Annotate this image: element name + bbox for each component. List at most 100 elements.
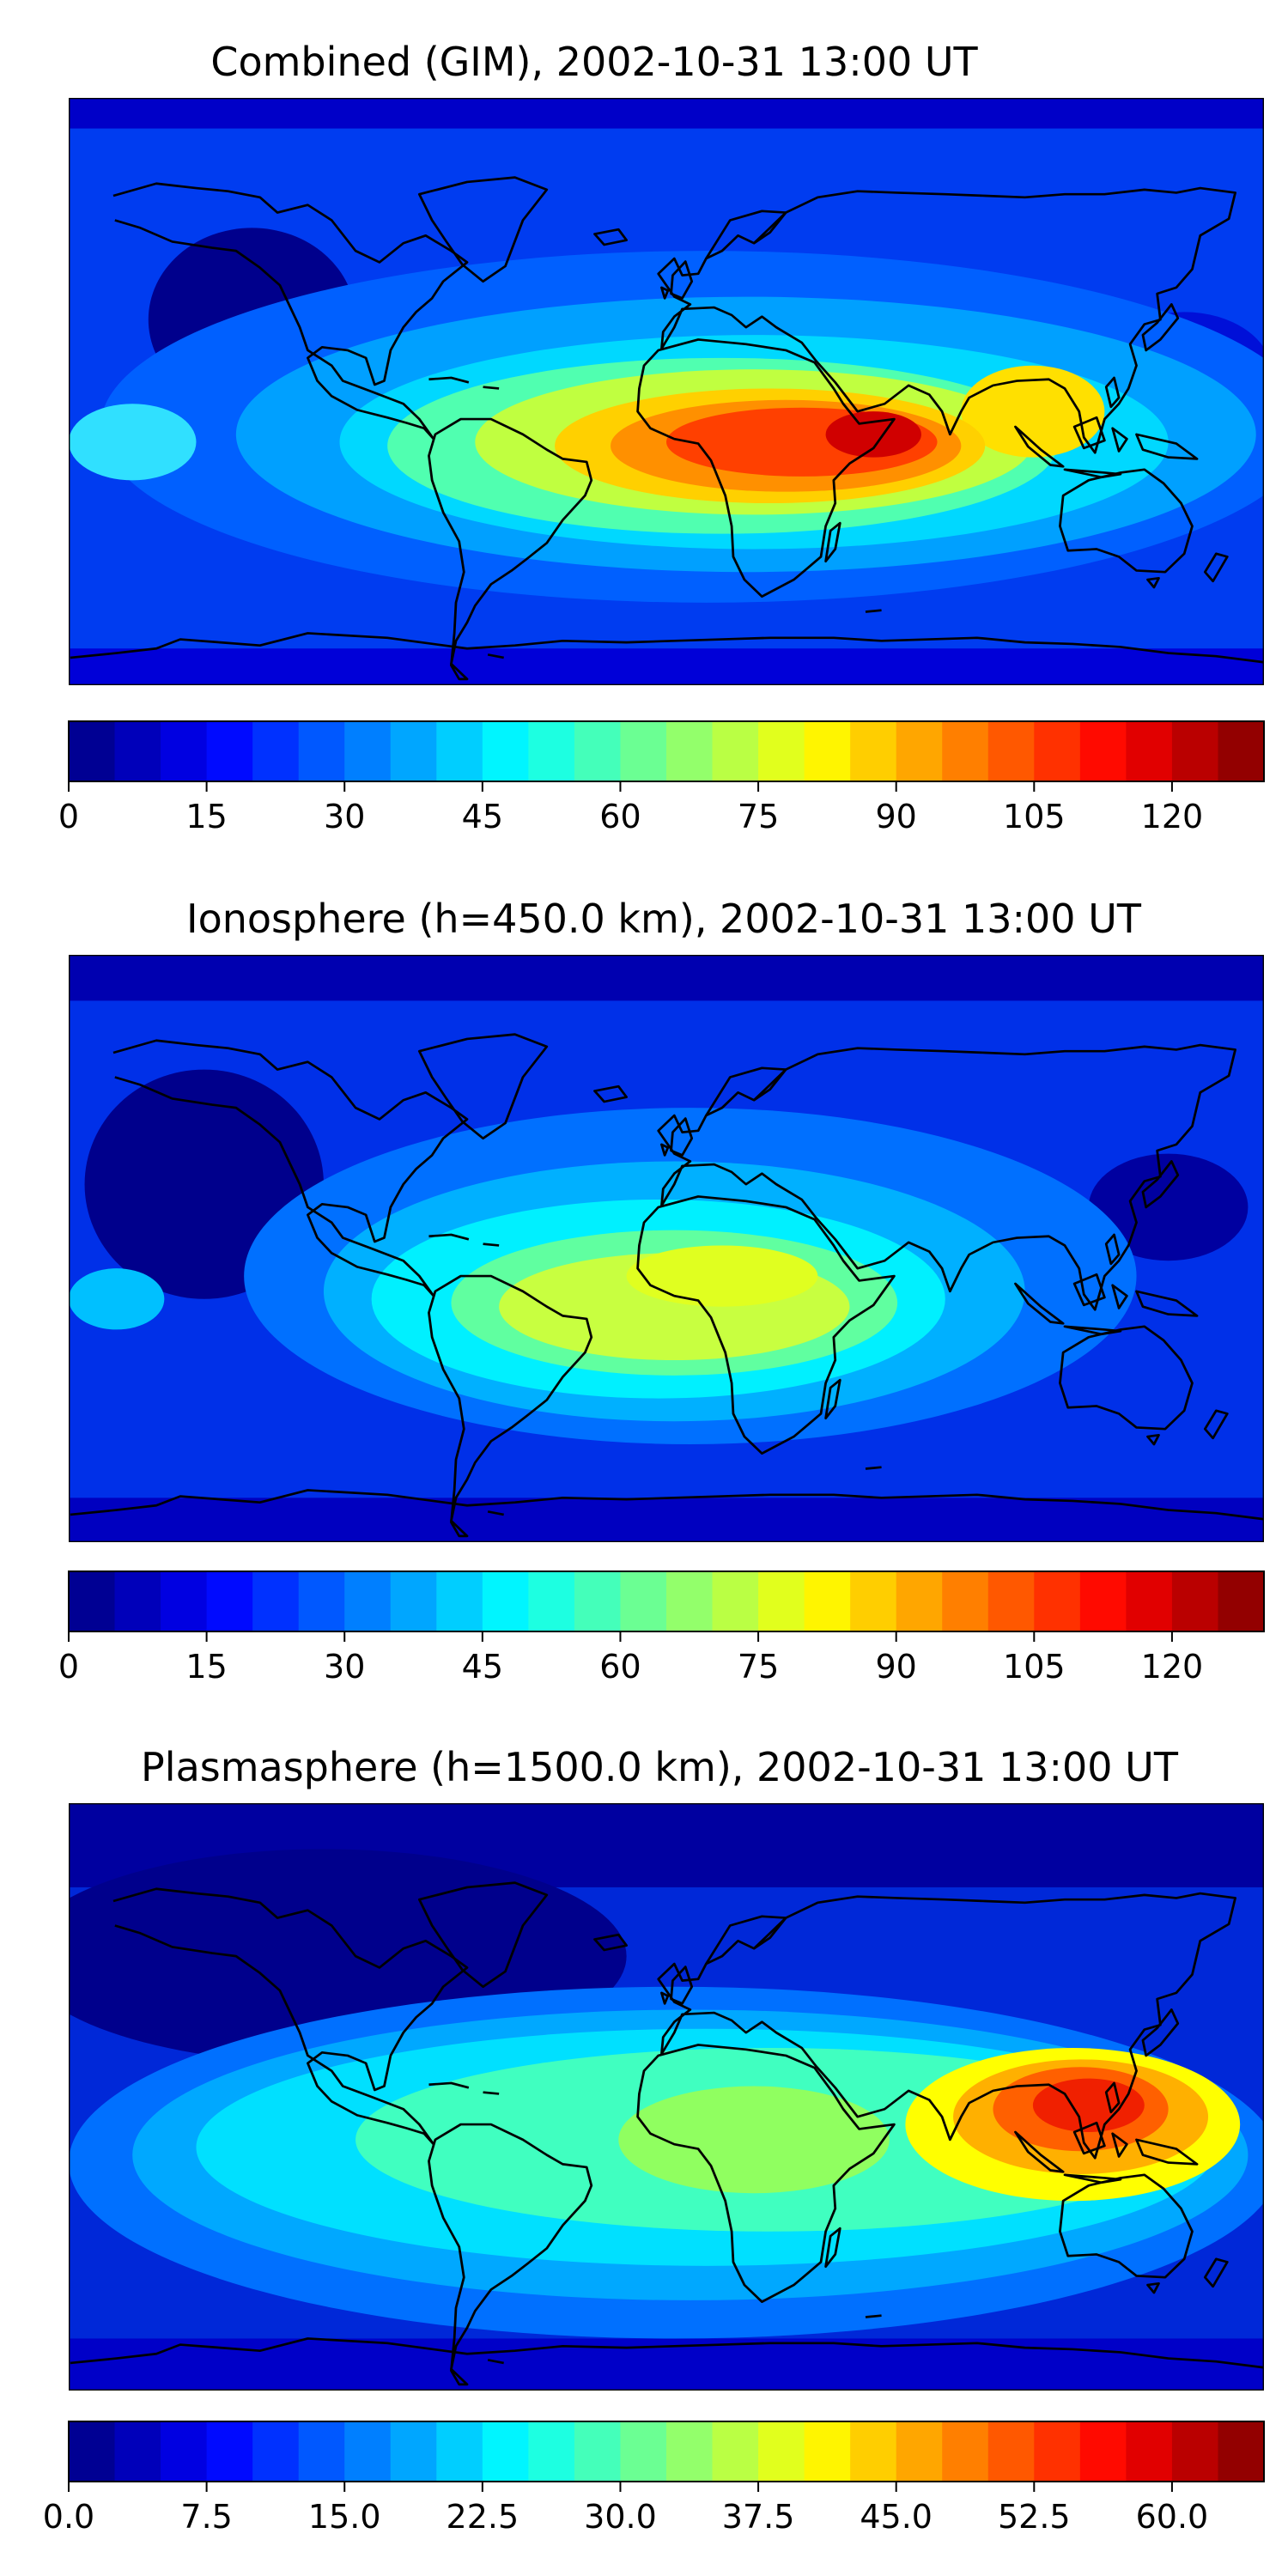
colorbar-cell xyxy=(896,2421,943,2482)
colorbar-cell xyxy=(666,1571,714,1631)
colorbar-cell xyxy=(804,721,851,781)
colorbar-cell xyxy=(436,2421,483,2482)
colorbar-tick-label: 90 xyxy=(876,1648,917,1686)
colorbar-cell xyxy=(574,721,622,781)
colorbar-cell xyxy=(758,721,805,781)
panel-title: Plasmasphere (h=1500.0 km), 2002-10-31 1… xyxy=(141,1744,1179,1790)
colorbar-cell xyxy=(528,1571,575,1631)
colorbar-cell xyxy=(1218,2421,1265,2482)
colorbar-cell xyxy=(161,721,208,781)
colorbar-cell xyxy=(69,1571,116,1631)
colorbar-tick-label: 90 xyxy=(876,798,917,835)
colorbar-cell xyxy=(620,2421,667,2482)
colorbar-cell xyxy=(804,2421,851,2482)
colorbar-cell xyxy=(206,2421,253,2482)
colorbar-cell xyxy=(1079,2421,1127,2482)
panel-title: Ionosphere (h=450.0 km), 2002-10-31 13:0… xyxy=(186,896,1142,942)
colorbar: 0 15 30 45 60 75 90 105 120 xyxy=(58,1571,1265,1686)
colorbar-tick-label: 105 xyxy=(1003,1648,1066,1686)
colorbar-cell xyxy=(987,1571,1035,1631)
colorbar-cell xyxy=(390,721,437,781)
colorbar-cell xyxy=(850,721,897,781)
colorbar-tick-label: 105 xyxy=(1003,798,1066,835)
panel-title: Combined (GIM), 2002-10-31 13:00 UT xyxy=(210,39,978,85)
colorbar-tick-label: 30.0 xyxy=(584,2498,657,2536)
colorbar-tick-label: 15.0 xyxy=(308,2498,381,2536)
colorbar-tick-label: 7.5 xyxy=(180,2498,232,2536)
colorbar-cell xyxy=(942,2421,989,2482)
colorbar-cell xyxy=(1171,2421,1219,2482)
colorbar-cell xyxy=(574,2421,622,2482)
colorbar-cell xyxy=(252,2421,300,2482)
colorbar: 0 15 30 45 60 75 90 105 120 xyxy=(58,720,1265,835)
colorbar-cell xyxy=(1126,2421,1173,2482)
colorbar-cell xyxy=(252,1571,300,1631)
colorbar-cell xyxy=(987,721,1035,781)
colorbar-tick-label: 75 xyxy=(738,1648,779,1686)
colorbar-cell xyxy=(344,721,392,781)
colorbar-cell xyxy=(298,2421,345,2482)
colorbar-cell xyxy=(390,2421,437,2482)
colorbar-cell xyxy=(1034,721,1081,781)
colorbar-tick-label: 60.0 xyxy=(1136,2498,1209,2536)
colorbar-cell xyxy=(252,721,300,781)
colorbar-tick-label: 37.5 xyxy=(722,2498,795,2536)
colorbar-cell xyxy=(114,2421,161,2482)
colorbar-cell xyxy=(758,2421,805,2482)
colorbar-cell xyxy=(298,1571,345,1631)
colorbar-tick-label: 22.5 xyxy=(447,2498,519,2536)
colorbar-cell xyxy=(206,1571,253,1631)
colorbar-cell xyxy=(1034,2421,1081,2482)
panel-combined: Combined (GIM), 2002-10-31 13:00 UT xyxy=(58,39,1265,835)
colorbar-tick-label: 0.0 xyxy=(43,2498,94,2536)
colorbar-cell xyxy=(298,721,345,781)
colorbar-tick-label: 15 xyxy=(185,798,227,835)
colorbar-tick-label: 45.0 xyxy=(860,2498,933,2536)
colorbar-cell xyxy=(482,721,529,781)
colorbar-cell xyxy=(390,1571,437,1631)
colorbar-cell xyxy=(344,1571,392,1631)
colorbar-cell xyxy=(1034,1571,1081,1631)
colorbar-tick-label: 120 xyxy=(1141,798,1204,835)
colorbar-cell xyxy=(712,1571,759,1631)
colorbar-cell xyxy=(206,721,253,781)
plasmasphere-field xyxy=(69,1803,1264,2391)
colorbar-cell xyxy=(942,1571,989,1631)
colorbar-cell xyxy=(712,721,759,781)
colorbar-tick-label: 30 xyxy=(324,1648,365,1686)
combined-field xyxy=(69,98,1264,685)
colorbar-cell xyxy=(804,1571,851,1631)
ionosphere-field xyxy=(69,955,1264,1542)
colorbar-cell xyxy=(942,721,989,781)
colorbar-cell xyxy=(1218,721,1265,781)
colorbar-cell xyxy=(1218,1571,1265,1631)
map-frame xyxy=(69,955,1264,1542)
colorbar-cell xyxy=(620,721,667,781)
colorbar-cell xyxy=(161,1571,208,1631)
colorbar-cell xyxy=(666,2421,714,2482)
colorbar-tick-label: 52.5 xyxy=(998,2498,1071,2536)
colorbar-tick-label: 60 xyxy=(599,1648,641,1686)
colorbar-cell xyxy=(574,1571,622,1631)
colorbar-cell xyxy=(482,1571,529,1631)
colorbar-cell xyxy=(896,721,943,781)
colorbar-cell xyxy=(482,2421,529,2482)
colorbar-cell xyxy=(1079,721,1127,781)
colorbar-tick-label: 45 xyxy=(462,1648,503,1686)
colorbar-tick-label: 15 xyxy=(185,1648,227,1686)
colorbar-cell xyxy=(758,1571,805,1631)
colorbar-cell xyxy=(666,721,714,781)
colorbar-cell xyxy=(69,721,116,781)
panel-ionosphere: Ionosphere (h=450.0 km), 2002-10-31 13:0… xyxy=(58,896,1265,1686)
colorbar-cell xyxy=(344,2421,392,2482)
colorbar-cell xyxy=(1171,1571,1219,1631)
colorbar-cell xyxy=(1126,1571,1173,1631)
colorbar-cell xyxy=(1126,721,1173,781)
colorbar-cell xyxy=(528,2421,575,2482)
colorbar-cell xyxy=(114,721,161,781)
colorbar-tick-label: 0 xyxy=(58,1648,79,1686)
colorbar-cell xyxy=(987,2421,1035,2482)
colorbar-tick-label: 120 xyxy=(1141,1648,1204,1686)
map-frame xyxy=(69,98,1264,685)
